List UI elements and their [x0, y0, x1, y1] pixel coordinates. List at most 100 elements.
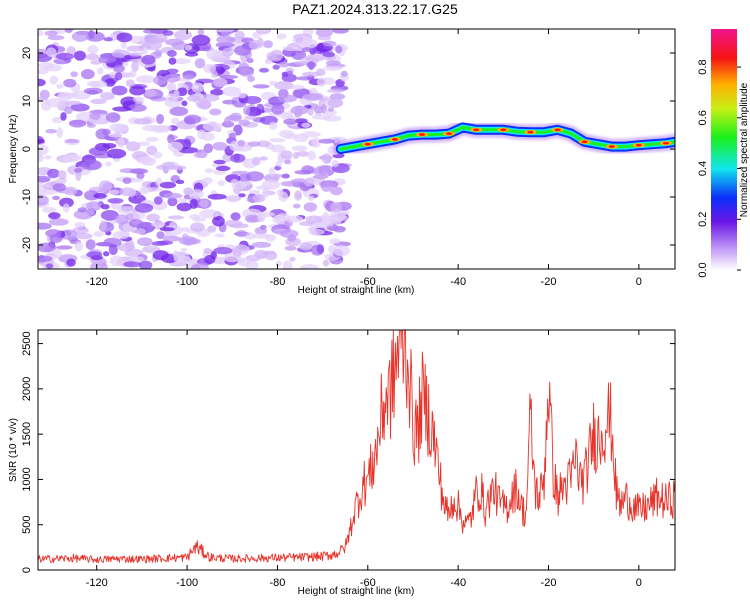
noise-blob [159, 181, 177, 189]
noise-blob [182, 74, 195, 80]
noise-blob [127, 104, 147, 112]
x-tick-label: -20 [541, 577, 557, 589]
noise-blob [252, 233, 271, 239]
noise-blob [216, 35, 236, 44]
noise-blob [56, 127, 63, 139]
snr-line [38, 330, 675, 564]
noise-blob [318, 138, 335, 144]
noise-blob [146, 213, 160, 222]
noise-blob [105, 161, 112, 167]
ridge-peak-core [662, 141, 669, 145]
noise-blob [131, 61, 139, 72]
noise-blob [251, 156, 261, 166]
noise-blob [68, 119, 87, 128]
noise-blob [214, 78, 227, 86]
noise-blob [51, 116, 63, 124]
noise-blob [136, 156, 154, 164]
noise-blob [237, 258, 252, 267]
noise-blob [128, 52, 143, 57]
noise-blob [139, 186, 150, 195]
noise-blob [257, 140, 271, 148]
noise-blob [207, 193, 227, 200]
noise-blob [207, 225, 217, 233]
noise-blob [73, 50, 86, 61]
noise-blob [231, 170, 250, 175]
noise-blob [266, 52, 278, 61]
x-tick-label: -60 [360, 276, 376, 288]
noise-blob [98, 180, 113, 192]
noise-blob [44, 155, 52, 160]
noise-blob [268, 121, 278, 130]
noise-blob [173, 89, 180, 98]
noise-blob [93, 192, 107, 199]
noise-blob [129, 85, 146, 96]
noise-blob [189, 198, 199, 209]
noise-blob [136, 237, 153, 246]
noise-blob [200, 150, 208, 159]
noise-blob [224, 219, 243, 228]
noise-blob [289, 84, 305, 90]
noise-blob [199, 209, 219, 219]
noise-blob [261, 179, 280, 190]
noise-blob [214, 233, 225, 238]
noise-blob [191, 82, 205, 94]
noise-blob [172, 58, 191, 65]
noise-blob [282, 260, 293, 269]
noise-blob [201, 177, 213, 184]
noise-blob [181, 227, 190, 232]
noise-blob [235, 230, 248, 238]
noise-blob [181, 100, 188, 107]
colorbar-gradient [711, 29, 737, 270]
noise-blob [65, 100, 82, 106]
noise-blob [279, 61, 289, 68]
snr-frame [37, 329, 676, 571]
noise-blob [41, 206, 57, 213]
noise-blob [222, 86, 242, 97]
noise-blob [294, 60, 310, 66]
x-tick-label: -100 [176, 577, 198, 589]
noise-blob [212, 141, 228, 151]
noise-blob [239, 180, 253, 186]
noise-blob [151, 32, 168, 44]
noise-blob [322, 51, 336, 58]
noise-blob [238, 193, 246, 198]
noise-blob [280, 180, 300, 187]
noise-blob [38, 194, 50, 206]
noise-blob [90, 60, 102, 65]
noise-blob [291, 145, 308, 152]
noise-blob [183, 187, 194, 196]
noise-blob [75, 170, 82, 182]
noise-blob [287, 70, 294, 75]
x-tick-label: -40 [450, 577, 466, 589]
noise-blob [44, 30, 58, 37]
noise-blob [48, 212, 61, 220]
noise-blob [299, 264, 319, 269]
noise-blob [184, 44, 193, 51]
noise-blob [329, 238, 341, 245]
ridge-peak-core [419, 133, 426, 136]
colorbar-tick-label: 0.8 [697, 59, 709, 74]
y-tick-label: 1500 [21, 422, 33, 446]
noise-blob [38, 30, 44, 37]
y-tick-label: 500 [21, 516, 33, 534]
noise-blob [316, 244, 325, 254]
noise-blob [205, 168, 214, 174]
noise-blob [151, 221, 166, 228]
noise-blob [56, 245, 73, 250]
noise-blob [178, 197, 187, 204]
noise-blob [108, 244, 118, 256]
noise-blob [144, 89, 157, 97]
noise-blob [233, 45, 252, 56]
noise-blob [138, 260, 153, 269]
noise-blob [166, 93, 176, 104]
noise-blob [300, 241, 313, 251]
noise-blob [56, 83, 64, 89]
noise-blob [332, 245, 351, 257]
noise-blob [178, 146, 199, 154]
noise-blob [109, 255, 124, 267]
noise-blob [232, 244, 250, 255]
x-tick-label: 0 [636, 577, 642, 589]
noise-blob [52, 183, 67, 192]
snr-y-ticks: 0 500 1000 1500 2000 2500 [21, 331, 675, 573]
snr-x-axis-label: Height of straight line (km) [298, 586, 415, 597]
